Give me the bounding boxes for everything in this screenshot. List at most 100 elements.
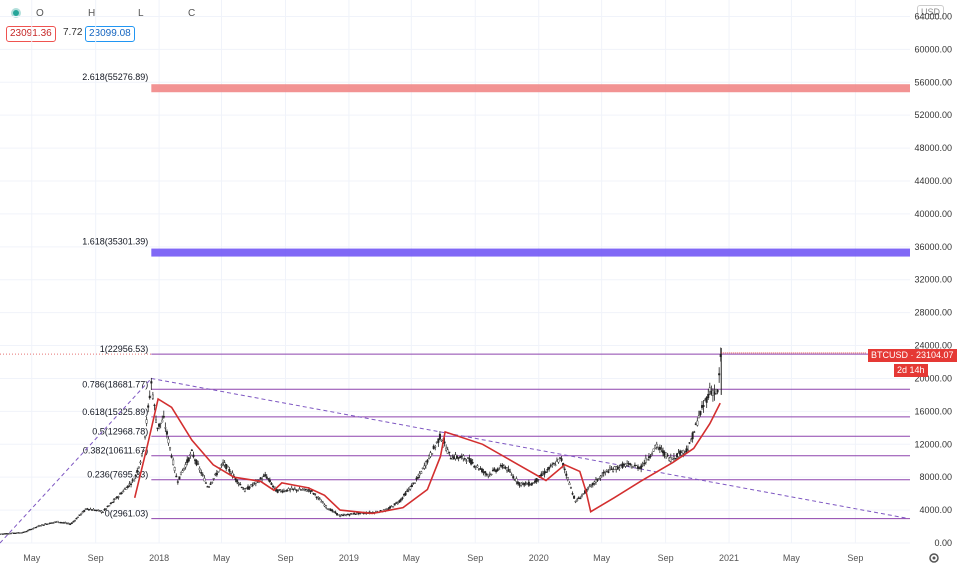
candle-body	[588, 485, 591, 488]
candle-body	[181, 470, 184, 473]
candle-body	[440, 439, 443, 442]
buy-price-box[interactable]: 23099.08	[85, 26, 135, 42]
candle-body	[604, 471, 607, 473]
candle-body	[334, 511, 337, 514]
candle-body	[470, 459, 473, 465]
candle-body	[27, 529, 30, 532]
y-axis: 0.00 4000.00 8000.00 12000.00 16000.00 20000.…	[914, 11, 952, 548]
candle-body	[34, 526, 37, 529]
legend-open-label: O	[36, 8, 44, 19]
currency-label[interactable]: USD	[916, 5, 944, 19]
candle-body	[530, 483, 533, 485]
candle-body	[100, 510, 103, 513]
candle-body	[459, 456, 462, 459]
y-tick-label: 36000.00	[914, 242, 952, 252]
candle-body	[431, 453, 434, 455]
candle-body	[144, 435, 147, 438]
trend-line	[0, 378, 152, 544]
candle-body	[148, 395, 151, 399]
x-tick-label: Sep	[467, 553, 483, 563]
candle-body	[203, 477, 206, 482]
candle-body	[296, 490, 299, 492]
candle-body	[115, 496, 118, 499]
candle-body	[443, 441, 446, 444]
candle-body	[245, 487, 248, 490]
candle-body	[106, 505, 109, 508]
candle-body	[178, 476, 181, 480]
y-tick-label: 16000.00	[914, 406, 952, 416]
fib-label: 0.786(18681.77)	[82, 379, 148, 389]
candle-body	[206, 486, 209, 488]
candle-body	[176, 481, 179, 483]
candle-body	[80, 513, 83, 515]
candle-body	[396, 502, 399, 504]
candle-body	[150, 381, 153, 384]
candle-body	[169, 447, 172, 450]
candle-body	[25, 531, 28, 533]
candle-body	[598, 478, 601, 480]
candle-body	[220, 464, 223, 466]
candle-body	[270, 483, 273, 485]
candle-body	[44, 523, 47, 525]
candle-body	[507, 468, 510, 472]
y-tick-label: 52000.00	[914, 110, 952, 120]
candle-body	[170, 455, 173, 458]
candle-body	[345, 514, 348, 516]
candle-body	[130, 483, 133, 485]
candle-body	[197, 463, 200, 465]
candle-body	[101, 511, 104, 514]
candle-body	[139, 461, 142, 464]
candle-body	[560, 458, 563, 461]
candle-body	[117, 496, 120, 498]
candle-body	[559, 457, 562, 459]
candle-body	[103, 509, 106, 511]
candle-body	[298, 488, 301, 490]
candle-body	[672, 456, 675, 459]
candle-body	[223, 462, 226, 466]
candle-body	[186, 459, 189, 463]
candle-body	[557, 458, 560, 463]
candle-body	[407, 489, 410, 491]
candle-body	[321, 501, 324, 504]
sell-price-box[interactable]: 23091.36	[6, 26, 56, 42]
candle-body	[151, 394, 154, 399]
candle-body	[200, 472, 203, 474]
y-tick-label: 20000.00	[914, 373, 952, 383]
candle-body	[39, 525, 42, 527]
candle-body	[264, 474, 267, 477]
settings-gear-icon[interactable]	[929, 553, 939, 563]
candle-body	[476, 465, 479, 468]
candle-body	[125, 487, 128, 490]
candle-body	[605, 469, 608, 472]
x-tick-label: Sep	[847, 553, 863, 563]
candle-body	[2, 533, 5, 535]
candle-body	[122, 490, 125, 493]
time-to-close-badge: 2d 14h	[894, 364, 928, 377]
candle-body	[632, 466, 635, 468]
candle-body	[212, 478, 215, 480]
y-tick-label: 4000.00	[919, 505, 952, 515]
candle-body	[318, 498, 321, 500]
candle-body	[484, 471, 487, 474]
candle-body	[691, 432, 694, 440]
candle-body	[192, 454, 195, 458]
candle-body	[576, 499, 579, 501]
candle-body	[708, 387, 711, 392]
candle-body	[652, 448, 655, 452]
candle-body	[307, 489, 310, 491]
candle-body	[259, 477, 262, 480]
candle-body	[331, 509, 334, 512]
candle-body	[666, 454, 669, 456]
candle-body	[195, 460, 198, 466]
candle-body	[136, 469, 139, 473]
candle-body	[91, 509, 94, 511]
candle-body	[97, 509, 100, 511]
candle-body	[438, 433, 441, 440]
fib-label: 0.382(10611.67)	[83, 446, 148, 456]
candle-body	[465, 460, 468, 462]
candle-body	[428, 455, 431, 459]
candle-body	[401, 497, 404, 499]
candle-body	[236, 479, 239, 483]
candle-body	[426, 459, 429, 463]
